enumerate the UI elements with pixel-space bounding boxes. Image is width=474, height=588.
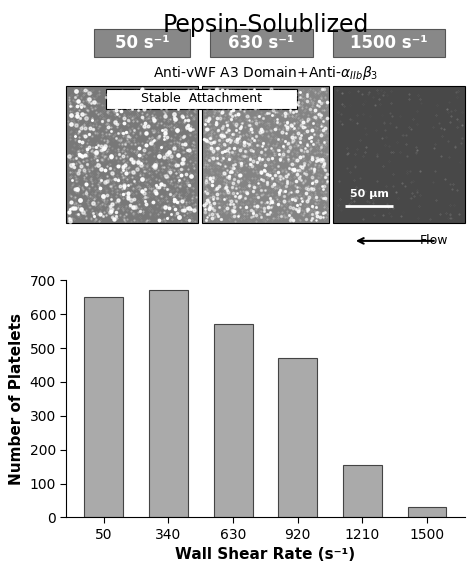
Text: 50 s⁻¹: 50 s⁻¹ [115,34,169,52]
Bar [333,29,445,56]
Text: Anti-vWF A3 Domain+Anti-$\alpha_{IIb}\beta_3$: Anti-vWF A3 Domain+Anti-$\alpha_{IIb}\be… [153,64,378,82]
Bar [66,86,198,223]
Bar [278,358,317,517]
Bar [106,89,297,109]
Bar [333,86,465,223]
Bar [343,465,382,517]
Text: 50 μm: 50 μm [349,189,388,199]
Bar [202,86,329,223]
Bar [149,290,188,517]
Bar [210,29,313,56]
X-axis label: Wall Shear Rate (s⁻¹): Wall Shear Rate (s⁻¹) [175,547,356,562]
Text: Flow: Flow [420,235,448,248]
Text: 1500 s⁻¹: 1500 s⁻¹ [350,34,428,52]
Bar [408,507,447,517]
Bar [94,29,190,56]
Bar [214,325,253,517]
Y-axis label: Number of Platelets: Number of Platelets [9,313,24,485]
Bar [84,297,123,517]
Text: Stable  Attachment: Stable Attachment [141,92,262,105]
Text: Pepsin-Solublized: Pepsin-Solublized [162,13,369,37]
Text: 630 s⁻¹: 630 s⁻¹ [228,34,294,52]
